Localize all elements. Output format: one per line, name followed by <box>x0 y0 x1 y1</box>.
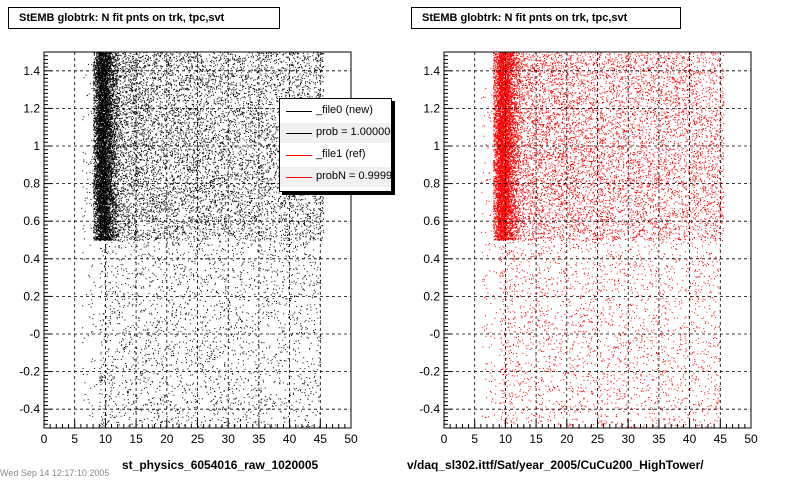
right-y-tick-label-3: 0.2 <box>423 289 440 303</box>
left-y-tick-label-5: 0.6 <box>23 214 40 228</box>
right-x-tick-label-10: 50 <box>744 432 758 446</box>
left-y-tick-label-4: 0.4 <box>23 252 40 266</box>
right-x-tick-label-7: 35 <box>652 432 666 446</box>
right-y-tick-label-0: -0.4 <box>419 402 440 416</box>
left-x-tick-label-5: 25 <box>191 432 205 446</box>
legend-entry-probn: probN = 0.999999 <box>280 167 391 187</box>
legend-label-file1: _file1 (ref) <box>316 148 366 160</box>
right-y-tick-label-5: 0.6 <box>423 214 440 228</box>
right-y-tick-label-1: -0.2 <box>419 365 440 379</box>
left-x-tick-label-1: 5 <box>71 432 78 446</box>
legend-entry-file1: _file1 (ref) <box>280 145 391 165</box>
left-plot-title: StEMB globtrk: N fit pnts on trk, tpc,sv… <box>8 7 280 29</box>
right-x-tick-label-6: 30 <box>622 432 636 446</box>
right-y-tick-label-7: 1 <box>433 139 440 153</box>
legend-entry-prob: prob = 1.000000 <box>280 123 391 143</box>
right-y-tick-label-4: 0.4 <box>423 252 440 266</box>
legend-swatch-file1 <box>286 155 312 156</box>
left-y-tick-label-8: 1.2 <box>23 101 40 115</box>
left-x-tick-label-0: 0 <box>41 432 48 446</box>
left-x-tick-label-4: 20 <box>160 432 174 446</box>
legend-swatch-prob <box>286 133 312 134</box>
legend-swatch-probn <box>286 177 312 178</box>
left-x-tick-label-2: 10 <box>99 432 113 446</box>
right-x-tick-label-3: 15 <box>529 432 543 446</box>
legend-label-probn: probN = 0.999999 <box>316 170 392 182</box>
left-y-tick-label-9: 1.4 <box>23 64 40 78</box>
right-x-tick-label-5: 25 <box>591 432 605 446</box>
left-y-tick-label-6: 0.8 <box>23 177 40 191</box>
left-scatter-plot: 0 5 10 15 20 25 30 35 40 45 50 -0.4 -0.2 -0 0.2 0.4 0.6 0… <box>19 51 358 446</box>
right-x-tick-label-2: 10 <box>499 432 513 446</box>
legend-label-prob: prob = 1.000000 <box>316 126 392 138</box>
left-x-tick-label-10: 50 <box>344 432 358 446</box>
right-y-tick-label-2: -0 <box>429 327 440 341</box>
right-x-tick-label-0: 0 <box>441 432 448 446</box>
right-x-tick-label-8: 40 <box>683 432 697 446</box>
left-x-tick-label-8: 40 <box>283 432 297 446</box>
left-x-tick-label-3: 15 <box>129 432 143 446</box>
left-y-tick-label-2: -0 <box>29 327 40 341</box>
legend-entry-file0: _file0 (new) <box>280 101 391 121</box>
right-y-tick-label-9: 1.4 <box>423 64 440 78</box>
right-x-tick-label-4: 20 <box>560 432 574 446</box>
footer-timestamp: Wed Sep 14 12:17:10 2005 <box>0 468 110 478</box>
right-plot-title: StEMB globtrk: N fit pnts on trk, tpc,sv… <box>411 7 681 29</box>
left-y-tick-label-7: 1 <box>33 139 40 153</box>
legend: _file0 (new) prob = 1.000000 _file1 (ref… <box>279 98 392 192</box>
left-y-tick-label-0: -0.4 <box>19 402 40 416</box>
right-y-tick-label-8: 1.2 <box>423 101 440 115</box>
left-y-tick-label-1: -0.2 <box>19 365 40 379</box>
left-data-points <box>81 52 325 428</box>
right-scatter-plot: 0 5 10 15 20 25 30 35 40 45 50 -0.4 -0.2 -0 0.2 0.4 0.6 0… <box>419 51 758 446</box>
legend-swatch-file0 <box>286 111 312 112</box>
left-y-tick-label-3: 0.2 <box>23 289 40 303</box>
legend-label-file0: _file0 (new) <box>316 104 373 116</box>
right-data-points <box>481 52 725 428</box>
left-x-tick-label-9: 45 <box>314 432 328 446</box>
left-x-axis-label: st_physics_6054016_raw_1020005 <box>122 458 319 472</box>
right-y-tick-label-6: 0.8 <box>423 177 440 191</box>
right-x-axis-label: v/daq_sl302.ittf/Sat/year_2005/CuCu200_H… <box>407 458 704 472</box>
left-x-tick-label-6: 30 <box>222 432 236 446</box>
right-x-tick-label-9: 45 <box>714 432 728 446</box>
right-x-tick-label-1: 5 <box>471 432 478 446</box>
left-x-tick-label-7: 35 <box>252 432 266 446</box>
